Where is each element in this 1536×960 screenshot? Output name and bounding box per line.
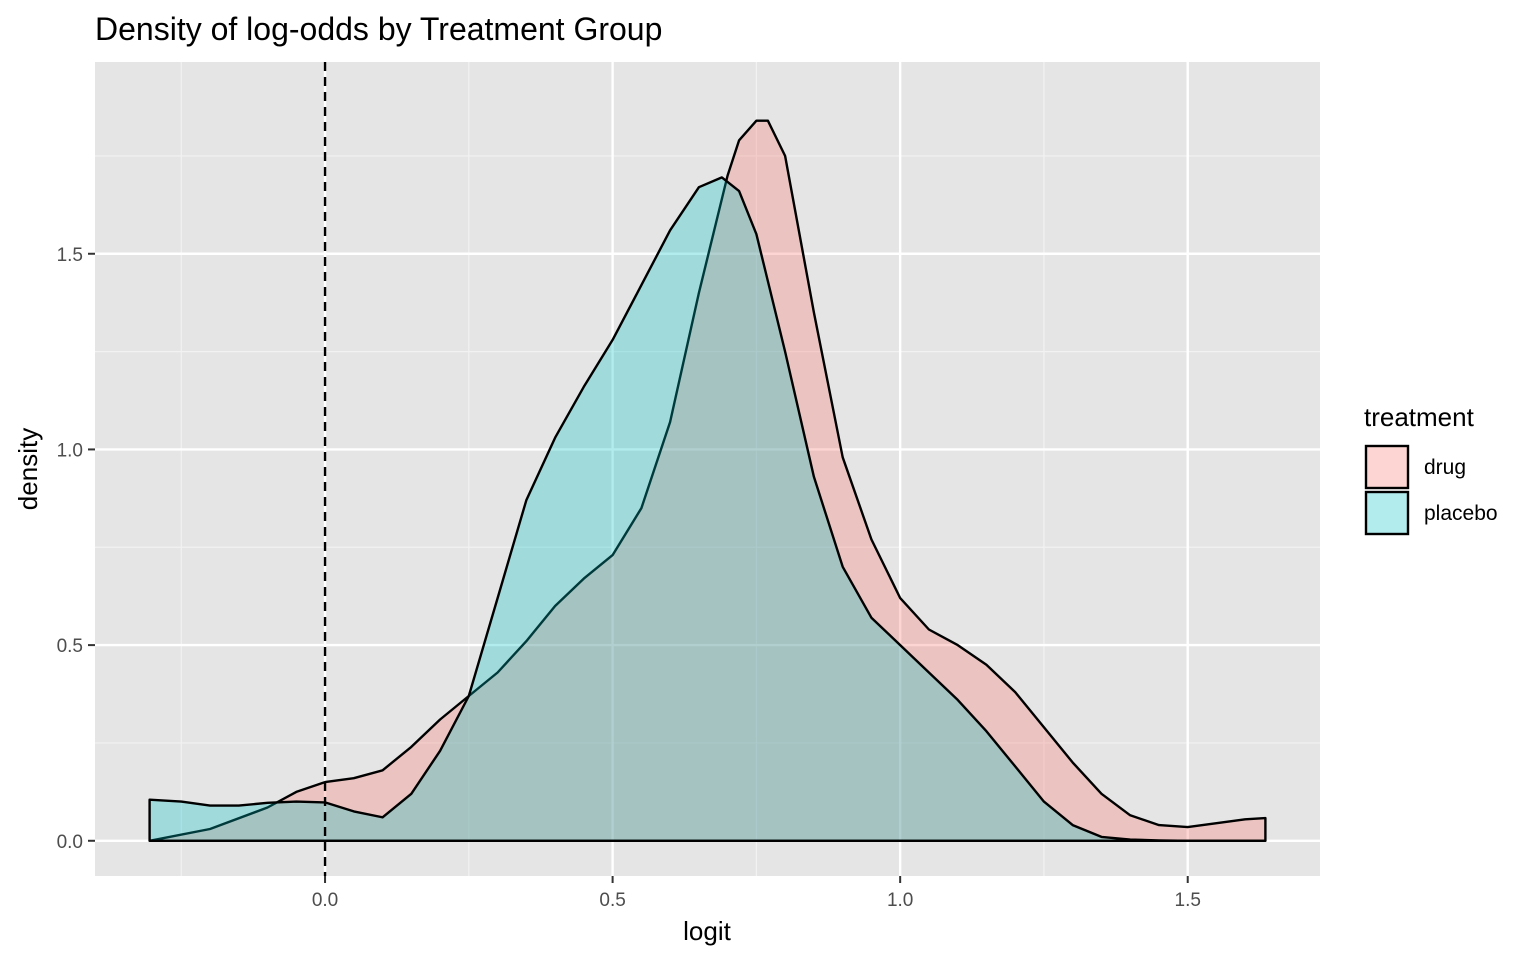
x-axis-title: logit (683, 916, 731, 946)
legend-swatch-drug (1364, 444, 1410, 490)
y-tick-label: 0.5 (57, 636, 83, 657)
legend-label-drug: drug (1424, 456, 1466, 479)
plot-panel (95, 62, 1320, 876)
x-tick-label: 1.5 (1175, 890, 1201, 911)
minor-gridlines (95, 62, 1320, 876)
y-tick-label: 1.0 (57, 440, 83, 461)
legend-swatch-placebo (1364, 490, 1410, 536)
x-axis-ticks: 0.0 0.5 1.0 1.5 (312, 876, 1201, 911)
x-tick-label: 1.0 (887, 890, 913, 911)
legend-title: treatment (1364, 402, 1475, 432)
y-tick-label: 0.0 (57, 832, 83, 853)
legend: treatment drug placebo (1364, 402, 1498, 536)
x-tick-label: 0.0 (312, 890, 338, 911)
density-area-drug (148, 119, 1267, 842)
chart-title: Density of log-odds by Treatment Group (95, 11, 662, 47)
y-axis-title: density (13, 428, 43, 510)
legend-key-bg (1366, 446, 1408, 488)
x-tick-label: 0.5 (599, 890, 625, 911)
y-tick-label: 1.5 (57, 245, 83, 266)
legend-key-bg (1366, 492, 1408, 534)
y-axis-ticks: 0.0 0.5 1.0 1.5 (57, 245, 95, 853)
legend-label-placebo: placebo (1424, 502, 1498, 525)
